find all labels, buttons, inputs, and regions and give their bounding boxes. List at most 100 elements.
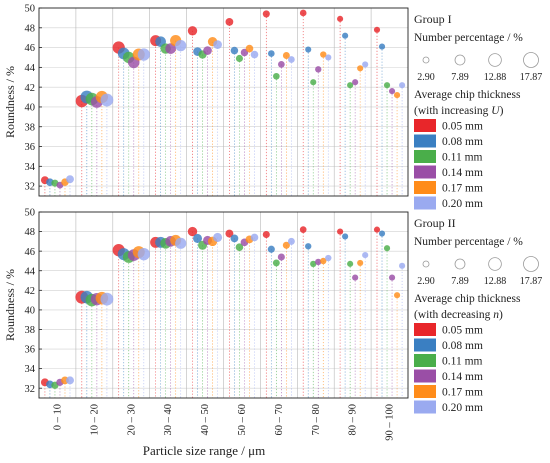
size-legend-label: 7.89 xyxy=(451,72,469,83)
y-tick-label: 42 xyxy=(25,83,36,94)
bubble-point xyxy=(394,92,401,99)
y-axis-label: Roundness / % xyxy=(3,66,17,138)
bubble-point xyxy=(342,32,349,39)
bubble-point xyxy=(310,260,317,268)
bubble-point xyxy=(399,82,406,89)
thickness-legend-label: 0.05 mm xyxy=(442,325,483,337)
thickness-legend-label: 0.11 mm xyxy=(442,356,483,368)
plot-frame xyxy=(38,211,409,399)
bubble-point xyxy=(230,234,239,243)
bubble-point xyxy=(378,230,386,237)
bubble-point xyxy=(362,252,369,259)
x-tick-label: 40 – 50 xyxy=(200,404,211,436)
panel-1: 32 34 36 38 40 42 44 46 48 50 Roundness / % Group I… xyxy=(3,4,542,210)
legend: Group I Number percentage / % 2.90 7.89 12.8… xyxy=(414,12,542,210)
size-legend-label: 17.87 xyxy=(520,72,543,83)
bubble-point xyxy=(250,233,259,242)
size-legend-circle xyxy=(523,52,539,68)
thickness-legend-swatch xyxy=(414,369,436,383)
thickness-legend-label: 0.05 mm xyxy=(442,121,483,133)
bubble-point xyxy=(357,65,364,72)
x-tick-label: 80 – 90 xyxy=(348,404,359,436)
plot-frame xyxy=(38,7,409,197)
size-legend-circle xyxy=(488,257,502,271)
bubble-point xyxy=(250,50,259,59)
bubble-point xyxy=(388,88,396,95)
y-tick-label: 48 xyxy=(25,23,36,34)
bubble-point xyxy=(235,243,244,252)
y-tick-label: 32 xyxy=(25,384,36,395)
size-legend-circle xyxy=(454,54,466,66)
bubble-point xyxy=(262,10,270,18)
x-axis-label: Particle size range / μm xyxy=(143,443,265,458)
x-tick-label: 10 – 20 xyxy=(89,404,100,436)
bubble-point xyxy=(399,262,406,269)
bubble-point xyxy=(187,26,198,36)
bubble-point xyxy=(373,26,381,33)
size-legend-label: 2.90 xyxy=(417,276,435,287)
size-legend-circle xyxy=(488,53,502,67)
bubble-point xyxy=(277,253,285,261)
thickness-legend-swatch xyxy=(414,354,436,367)
thickness-legend-label: 0.17 mm xyxy=(442,183,483,195)
size-legend-label: 12.88 xyxy=(484,72,507,83)
x-tick-label: 30 – 40 xyxy=(163,404,174,436)
thickness-legend-swatch xyxy=(414,338,436,352)
bubble-point xyxy=(325,54,332,61)
thickness-legend-swatch xyxy=(414,150,436,163)
y-tick-label: 44 xyxy=(25,266,36,277)
bubble-point xyxy=(137,48,150,61)
bubble-point xyxy=(192,233,203,243)
thickness-legend-label: 0.08 mm xyxy=(442,136,483,148)
bubble-point xyxy=(383,82,391,89)
bubble-point xyxy=(299,9,307,17)
bubble-point xyxy=(325,254,332,262)
y-tick-label: 46 xyxy=(25,43,36,54)
thickness-legend-label: 0.17 mm xyxy=(442,387,483,399)
size-legend-circle xyxy=(422,260,430,268)
bubble-point xyxy=(337,15,344,22)
group-title: Group I xyxy=(414,12,452,26)
thickness-legend-swatch xyxy=(414,323,436,336)
thickness-legend-title: Average chip thickness xyxy=(414,293,521,305)
bubble-point xyxy=(373,226,381,233)
panel-2: 32 34 36 38 40 42 44 46 48 50 Roundness / % Group I… xyxy=(3,208,542,414)
bubble-point xyxy=(282,52,290,59)
bubble-point xyxy=(273,72,280,80)
size-legend-label: 12.88 xyxy=(484,276,507,287)
y-tick-label: 32 xyxy=(25,182,36,193)
bubble-point xyxy=(213,40,222,49)
bubble-point xyxy=(187,226,198,237)
y-tick-label: 34 xyxy=(25,162,36,173)
bubble-point xyxy=(310,79,317,86)
size-legend-label: 2.90 xyxy=(417,72,435,83)
size-legend-label: 7.89 xyxy=(451,276,469,287)
x-tick-label: 0 – 10 xyxy=(52,404,63,430)
group-title: Group II xyxy=(414,216,456,230)
bubble-point xyxy=(66,175,74,184)
bubble-point xyxy=(305,243,312,250)
bubble-point xyxy=(272,259,280,267)
bubble-point xyxy=(337,228,344,235)
size-legend-title: Number percentage / % xyxy=(414,236,523,248)
y-tick-label: 38 xyxy=(25,122,36,133)
y-tick-label: 34 xyxy=(25,364,36,375)
thickness-legend-label: 0.14 mm xyxy=(442,371,483,383)
thickness-legend-swatch xyxy=(414,134,436,148)
y-axis-label: Roundness / % xyxy=(3,269,17,341)
bubble-point xyxy=(347,260,354,267)
thickness-legend-subtitle: (with increasing U) xyxy=(414,105,504,117)
y-tick-label: 42 xyxy=(25,286,36,297)
size-legend-label: 17.87 xyxy=(520,276,543,287)
bubble-point xyxy=(383,245,391,252)
x-tick-labels: 0 – 10 10 – 20 20 – 30 30 – 40 40 – 50 50 – 6… xyxy=(52,404,395,441)
bubble-point xyxy=(245,44,254,53)
bubble-point xyxy=(342,233,349,240)
bubble-point xyxy=(175,237,187,249)
bubble-point xyxy=(165,43,176,54)
bubble-point xyxy=(235,54,243,63)
bubble-point xyxy=(100,93,114,107)
thickness-legend-swatch xyxy=(414,119,436,132)
thickness-legend-label: 0.08 mm xyxy=(442,340,483,352)
